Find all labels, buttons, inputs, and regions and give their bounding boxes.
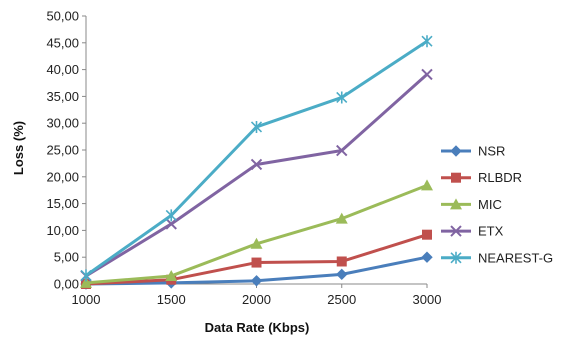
y-tick-label: 25,00	[46, 143, 79, 158]
legend-marker	[450, 251, 462, 264]
legend-item-etx: ETX	[441, 224, 504, 239]
y-tick-labels: 0,00 5,00 10,00 15,00 20,00 25,00 30,00 35,00 40…	[46, 9, 86, 292]
data-point-nearest-g	[165, 209, 177, 222]
x-tick-label: 2000	[242, 292, 271, 307]
legend-item-nsr: NSR	[441, 144, 505, 159]
legend-label: NEAREST-G	[478, 250, 553, 265]
data-point-etx	[421, 68, 433, 81]
data-point-mic	[250, 237, 263, 249]
legend-marker	[450, 145, 462, 157]
legend-label: ETX	[478, 224, 504, 239]
data-point-nsr	[336, 268, 348, 281]
data-point-rlbdr	[336, 256, 347, 267]
x-tick-label: 2500	[327, 292, 356, 307]
legend-item-rlbdr: RLBDR	[441, 170, 522, 185]
data-point-nsr	[421, 251, 433, 263]
data-point-mic	[165, 269, 178, 281]
y-tick-label: 10,00	[46, 223, 79, 238]
series-nearest-g	[80, 35, 433, 282]
y-tick-label: 20,00	[46, 169, 79, 184]
data-point-nearest-g	[80, 269, 92, 282]
y-tick-label: 45,00	[46, 35, 79, 50]
data-point-mic	[80, 276, 92, 288]
x-tick-label: 3000	[413, 292, 442, 307]
data-point-mic	[335, 212, 348, 224]
series-mic	[80, 179, 433, 288]
x-tick-label: 1000	[72, 292, 101, 307]
legend-label: RLBDR	[478, 170, 522, 185]
y-tick-label: 50,00	[46, 9, 79, 24]
legend-marker	[450, 198, 462, 210]
series-group	[80, 35, 433, 290]
data-point-etx	[336, 144, 348, 157]
y-tick-label: 30,00	[46, 116, 79, 131]
y-tick-label: 5,00	[54, 250, 79, 265]
y-tick-label: 0,00	[54, 277, 79, 292]
legend-label: NSR	[478, 144, 505, 159]
x-tick-label: 1500	[157, 292, 186, 307]
data-point-etx	[165, 218, 177, 230]
legend-label: MIC	[478, 197, 502, 212]
x-tick-labels: 1000 1500 2000 2500 3000	[72, 284, 442, 307]
y-tick-label: 15,00	[46, 196, 79, 211]
data-point-etx	[250, 158, 263, 171]
chart-legend: NSR RLBDR MIC ETX NEAREST-G	[441, 144, 553, 265]
x-axis-title: Data Rate (Kbps)	[205, 320, 310, 335]
data-point-nsr	[250, 275, 263, 287]
data-point-nearest-g	[336, 91, 348, 104]
data-point-rlbdr	[251, 257, 262, 268]
data-point-nearest-g	[421, 35, 433, 48]
data-point-nearest-g	[250, 120, 263, 133]
y-axis-title: Loss (%)	[11, 121, 26, 175]
y-tick-label: 35,00	[46, 89, 79, 104]
legend-item-mic: MIC	[441, 197, 502, 212]
legend-marker	[451, 172, 461, 183]
legend-item-nearest-g: NEAREST-G	[441, 250, 553, 265]
data-point-mic	[421, 179, 433, 191]
legend-marker	[450, 225, 462, 237]
y-tick-label: 40,00	[46, 62, 79, 77]
data-point-rlbdr	[422, 229, 432, 240]
